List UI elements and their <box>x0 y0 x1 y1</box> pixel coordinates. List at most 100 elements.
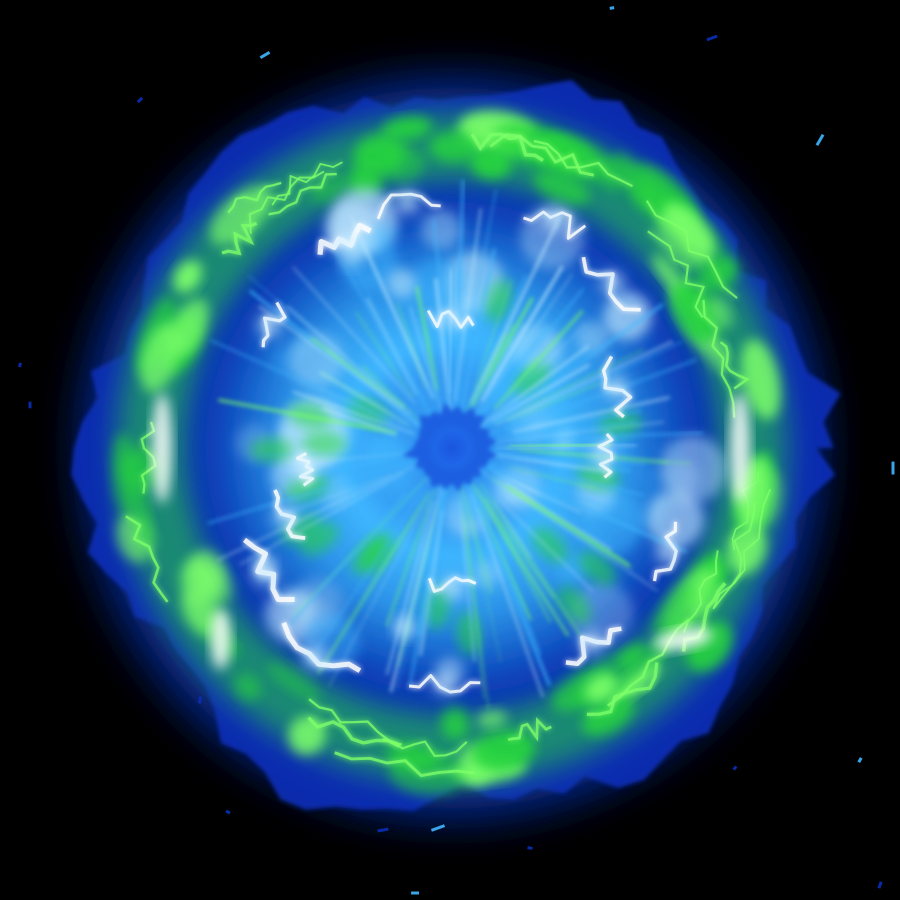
green-blotch <box>310 176 349 203</box>
plasma-cloud <box>371 221 397 247</box>
energy-ray <box>483 497 552 623</box>
spark <box>28 401 32 409</box>
arc-glow <box>594 265 631 301</box>
green-filament <box>647 230 706 318</box>
plasma-cloud <box>264 588 318 642</box>
green-blotch <box>429 131 479 163</box>
arc-glow <box>247 555 284 592</box>
energy-ray <box>355 312 413 398</box>
energy-ray <box>506 485 630 567</box>
spark <box>877 881 883 889</box>
energy-ray <box>464 514 485 699</box>
green-blotch <box>472 730 536 771</box>
arc-glow <box>297 639 334 676</box>
arc-glow <box>267 498 304 535</box>
spark <box>411 891 419 895</box>
white-hot-edge <box>152 393 172 503</box>
spark <box>815 133 825 147</box>
energy-ray <box>505 484 612 551</box>
inner-green-patch <box>301 431 346 456</box>
green-blotch <box>381 116 432 140</box>
energy-ray <box>207 459 419 525</box>
arc-glow <box>389 184 426 220</box>
white-hot-edge <box>730 393 750 503</box>
plasma-cloud <box>392 615 417 640</box>
energy-ray <box>481 265 564 402</box>
arc-glow <box>650 534 687 571</box>
green-filament <box>268 172 337 216</box>
green-filament <box>702 299 736 418</box>
flying-sparks <box>18 6 895 895</box>
energy-ray <box>328 498 430 687</box>
green-blotch <box>233 674 262 701</box>
spark <box>136 96 144 104</box>
energy-ray <box>239 472 404 566</box>
energy-ray <box>349 215 435 400</box>
plasma-cloud <box>575 321 610 355</box>
arc-glow <box>427 664 464 701</box>
energy-ray <box>493 495 593 592</box>
energy-ray <box>210 339 394 423</box>
green-filament <box>507 717 552 742</box>
energy-ray <box>389 486 443 693</box>
energy-ray <box>512 396 671 434</box>
arc-glow <box>285 451 322 488</box>
arc-glow <box>536 201 573 238</box>
energy-ray <box>508 341 683 424</box>
green-blotch <box>173 260 202 293</box>
spark <box>706 34 718 42</box>
green-blotch <box>267 661 321 702</box>
energy-ray <box>493 501 532 559</box>
arc-glow <box>598 370 635 406</box>
white-hot-edge <box>210 609 231 670</box>
green-blotch <box>631 181 672 218</box>
energy-ray <box>473 279 513 391</box>
plasma-cloud <box>421 209 462 250</box>
inner-green-patch <box>557 585 591 624</box>
arc-glow <box>583 437 620 474</box>
energy-ray <box>494 340 673 427</box>
green-filament <box>712 488 771 610</box>
green-filament <box>248 170 325 234</box>
energy-ray <box>289 494 406 626</box>
green-filament <box>307 716 401 748</box>
arc-glow <box>325 221 362 258</box>
inner-green-patch <box>532 527 568 563</box>
spark <box>857 757 863 764</box>
green-filament <box>586 662 659 716</box>
plasma-cloud <box>603 292 652 341</box>
inner-green-patch <box>513 362 551 397</box>
energy-ray <box>415 286 439 391</box>
energy-ray <box>509 466 597 490</box>
energy-ray <box>317 492 430 675</box>
inner-green-patch <box>249 437 294 462</box>
energy-ray <box>248 275 406 409</box>
energy-ray <box>515 420 637 439</box>
green-filament <box>533 139 634 188</box>
green-blotch <box>707 296 733 329</box>
energy-ray <box>340 241 425 402</box>
energy-ray <box>396 492 443 690</box>
core-center <box>424 420 480 476</box>
green-blotch <box>664 203 714 257</box>
spark <box>687 715 693 721</box>
spark <box>732 765 738 771</box>
green-filament <box>271 161 343 206</box>
inner-green-patch <box>352 536 385 575</box>
green-blotch <box>741 339 781 420</box>
spark <box>18 362 22 368</box>
plasma-cloud <box>386 268 417 299</box>
plasma-cloud <box>646 490 705 549</box>
spark <box>259 51 271 59</box>
inner-green-patch <box>456 611 481 656</box>
green-filament <box>682 550 719 633</box>
spark <box>430 824 446 832</box>
green-filament <box>221 221 258 256</box>
green-blotch <box>584 673 618 703</box>
spark <box>225 809 231 815</box>
green-blotch <box>169 298 209 357</box>
green-energy-ring <box>112 110 787 796</box>
green-filament <box>334 751 476 778</box>
